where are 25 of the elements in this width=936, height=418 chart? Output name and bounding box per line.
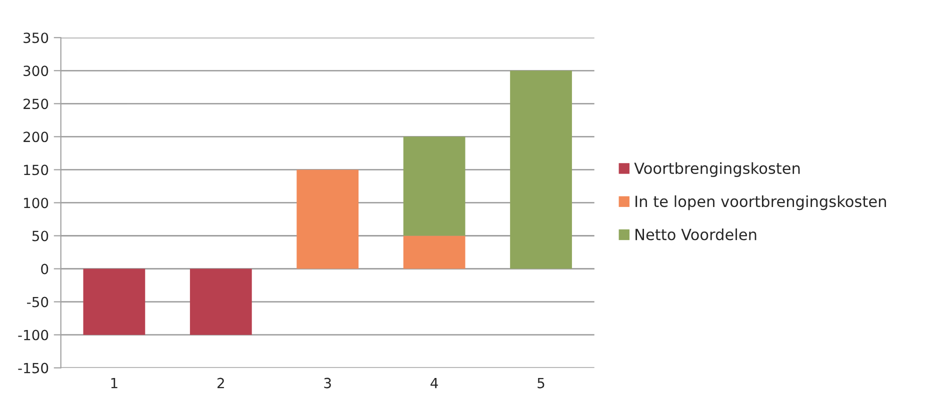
y-tick-label: 50 [32,230,48,242]
y-tick-label: 0 [41,264,48,274]
y-tick-label: 150 [24,164,48,176]
bar [403,136,466,236]
bar [190,268,252,335]
bar [510,70,572,269]
x-tick-label: 1 [111,378,118,388]
x-tick-label: 4 [430,378,438,388]
y-tick-label: 350 [24,32,48,44]
bar [296,170,359,269]
y-tick-label: 300 [24,66,48,76]
y-tick-label: 250 [24,98,48,110]
bar [403,236,466,269]
bar [83,268,146,335]
legend-label: Voortbrengingskosten [634,162,800,178]
legend-label: Netto Voordelen [636,228,756,240]
y-tick-label: 200 [24,132,48,142]
legend-label: In te lopen voortbrengingskosten [636,195,886,210]
y-tick-label: -150 [18,362,48,374]
y-tick-label: 100 [24,198,48,208]
x-tick-label: 3 [324,378,331,388]
x-tick-label: 2 [217,378,224,388]
x-tick-label: 5 [538,378,544,388]
y-tick-label: -50 [27,296,48,308]
y-tick-label: -100 [18,330,48,340]
